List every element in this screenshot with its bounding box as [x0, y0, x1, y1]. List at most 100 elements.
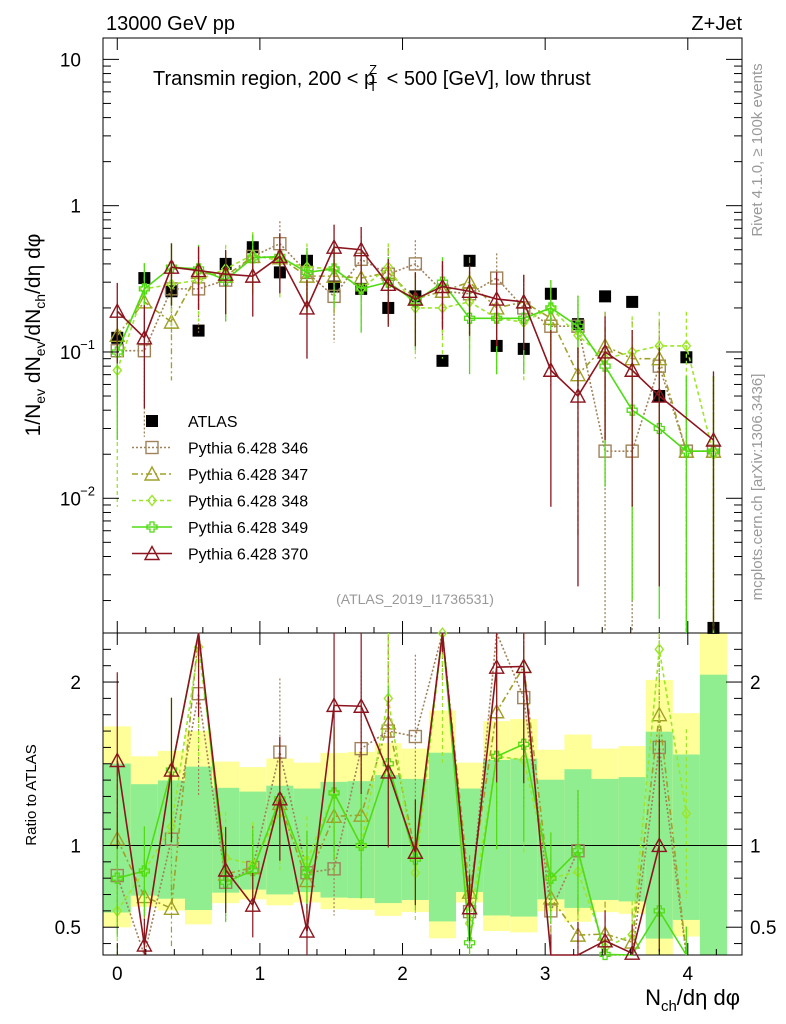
ratio-point [599, 948, 611, 961]
data-point [192, 324, 205, 337]
plot-title: Transmin region, 200 < pZ T < 500 [GeV], … [153, 62, 591, 94]
legend-marker [146, 521, 158, 533]
ratio-tick-label: 1 [70, 836, 81, 857]
legend-label: ATLAS [188, 414, 238, 431]
data-point [355, 283, 367, 295]
x-tick-label: 3 [540, 964, 551, 985]
ratio-point [220, 876, 232, 888]
ratio-point [681, 807, 692, 820]
data-point [109, 302, 126, 318]
data-point [111, 346, 123, 358]
series-line [116, 246, 714, 441]
plot-frames [102, 37, 743, 956]
data-point [680, 445, 693, 457]
header-right: Z+Jet [691, 13, 742, 35]
data-point [436, 354, 449, 367]
y-tick-label: 10 [60, 343, 81, 364]
legend-marker [147, 494, 157, 507]
data-point [569, 387, 587, 403]
data-point [380, 275, 397, 292]
x-tick-label: 2 [397, 964, 408, 985]
data-point [705, 431, 722, 447]
ratio-point [111, 872, 123, 884]
series-layer [109, 221, 722, 961]
data-point [653, 422, 665, 435]
data-point [542, 361, 560, 377]
data-point [626, 295, 639, 308]
y-tick-label: 10 [60, 50, 81, 71]
x-tick-label: 4 [683, 964, 694, 985]
y-tick-label: 10 [60, 489, 81, 510]
ratio-point [301, 867, 313, 879]
x-axis-label: Nch/dη dφ [645, 985, 740, 1015]
data-point [596, 343, 614, 359]
analysis-watermark: (ATLAS_2019_I1736531) [336, 591, 494, 607]
y-tick-label: 1 [70, 197, 81, 218]
y-tick-exponent: −2 [80, 483, 95, 498]
data-point [163, 258, 180, 274]
legend-label: Pythia 6.428 370 [188, 547, 308, 564]
data-point [599, 290, 612, 303]
series-5 [109, 224, 722, 960]
data-point [408, 257, 423, 271]
data-point [434, 278, 451, 294]
ratio-point [653, 905, 665, 917]
rivet-label: Rivet 4.1.0, ≥ 100k events [749, 63, 766, 236]
ratio-tick-label: 2 [70, 673, 81, 694]
data-point [325, 238, 343, 254]
ratio-tick-label-right: 1 [750, 836, 761, 857]
legend-marker [143, 465, 161, 481]
ratio-point [518, 738, 530, 750]
data-point [707, 445, 720, 457]
data-point [271, 247, 289, 264]
data-point [572, 320, 584, 332]
ratio-point [355, 839, 367, 852]
data-point [491, 312, 503, 324]
mcplots-label: mcplots.cern.ch [arXiv:1306.3436] [749, 374, 766, 601]
ratio-point [623, 944, 641, 960]
legend-marker [145, 440, 159, 455]
band-inner [591, 778, 619, 900]
data-point [681, 339, 692, 353]
band-inner [428, 752, 457, 922]
data-point [518, 312, 530, 324]
data-point [599, 360, 611, 372]
data-point [298, 299, 316, 315]
y-axis-label: 1/Nev dNev/dNch/dη dφ [22, 234, 48, 437]
ratio-tick-label-right: 0.5 [750, 918, 776, 939]
data-point [651, 387, 668, 403]
band-inner [185, 766, 213, 911]
ratio-tick-label-right: 2 [750, 673, 761, 694]
data-point [163, 313, 180, 329]
legend: ATLAS Pythia 6.428 346 Pythia 6.428 347 Pyt… [132, 414, 308, 564]
ratio-tick-label: 0.5 [55, 918, 81, 939]
band-inner [699, 674, 728, 955]
y-tick-exponent: −1 [80, 337, 95, 352]
data-point [247, 252, 259, 264]
ratio-point [409, 853, 422, 865]
legend-label: Pythia 6.428 346 [188, 441, 308, 458]
data-point [623, 361, 641, 377]
data-point [626, 404, 638, 416]
data-point [301, 266, 313, 279]
legend-label: Pythia 6.428 349 [188, 520, 308, 537]
data-point [407, 290, 424, 306]
data-point [328, 263, 340, 275]
ratio-point [463, 937, 476, 949]
series-line [117, 242, 714, 452]
legend-label: Pythia 6.428 348 [188, 494, 308, 511]
legend-label: Pythia 6.428 347 [188, 467, 308, 484]
ratio-axis-label: Ratio to ATLAS [23, 744, 40, 845]
data-point [463, 312, 476, 324]
ratio-line [116, 632, 661, 956]
ratio-point [247, 864, 259, 877]
ratio-point [491, 750, 503, 762]
data-point [136, 329, 153, 345]
header-left: 13000 GeV pp [106, 13, 235, 35]
x-tick-label: 1 [255, 964, 266, 985]
data-point [545, 302, 557, 314]
legend-marker [146, 415, 158, 427]
ratio-point [138, 865, 151, 877]
